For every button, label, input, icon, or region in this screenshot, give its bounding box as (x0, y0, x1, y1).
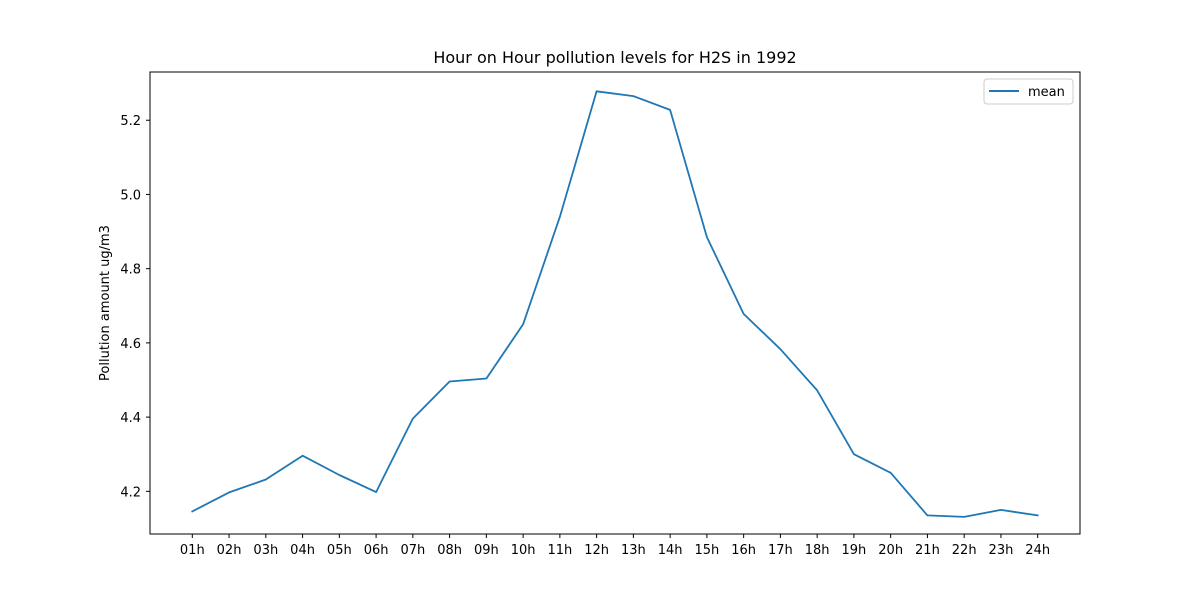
y-axis-title: Pollution amount ug/m3 (98, 225, 113, 381)
x-tick-label: 16h (731, 543, 756, 558)
y-tick-label: 5.2 (120, 114, 141, 129)
chart-title: Hour on Hour pollution levels for H2S in… (433, 48, 796, 67)
x-tick-label: 22h (952, 543, 977, 558)
x-tick-label: 02h (217, 543, 242, 558)
x-tick-label: 15h (695, 543, 720, 558)
legend-box (983, 78, 1074, 105)
x-tick-label: 20h (878, 543, 903, 558)
x-axis: 01h 02h 03h 04h 05h 06h 07h 08h 09h 10h 11h 12h 13h 1… (180, 534, 1050, 558)
x-tick-label: 24h (1025, 543, 1050, 558)
x-tick-label: 01h (180, 543, 205, 558)
x-tick-label: 09h (474, 543, 499, 558)
y-tick-label: 4.8 (120, 263, 141, 278)
legend: mean (983, 78, 1074, 105)
x-tick-label: 19h (842, 543, 867, 558)
x-tick-label: 12h (584, 543, 609, 558)
y-tick-label: 4.4 (120, 411, 141, 426)
x-tick-label: 06h (364, 543, 389, 558)
x-tick-label: 14h (658, 543, 683, 558)
series-line-mean (191, 90, 1039, 518)
y-axis: 4.2 4.4 4.6 4.8 5.0 5.2 (120, 114, 150, 500)
x-tick-label: 13h (621, 543, 646, 558)
x-tick-label: 07h (400, 543, 425, 558)
x-tick-label: 10h (511, 543, 536, 558)
x-tick-label: 18h (805, 543, 830, 558)
series-layer (191, 90, 1039, 518)
x-tick-label: 23h (989, 543, 1014, 558)
x-tick-label: 05h (327, 543, 352, 558)
y-tick-label: 5.0 (120, 188, 141, 203)
x-tick-label: 04h (290, 543, 315, 558)
y-tick-label: 4.6 (120, 337, 141, 352)
x-tick-label: 08h (437, 543, 462, 558)
y-tick-label: 4.2 (120, 485, 141, 500)
x-tick-label: 11h (547, 543, 572, 558)
plot-area-frame (149, 71, 1081, 535)
x-tick-label: 21h (915, 543, 940, 558)
x-tick-label: 03h (253, 543, 278, 558)
x-tick-label: 17h (768, 543, 793, 558)
legend-label-mean: mean (1028, 85, 1065, 100)
